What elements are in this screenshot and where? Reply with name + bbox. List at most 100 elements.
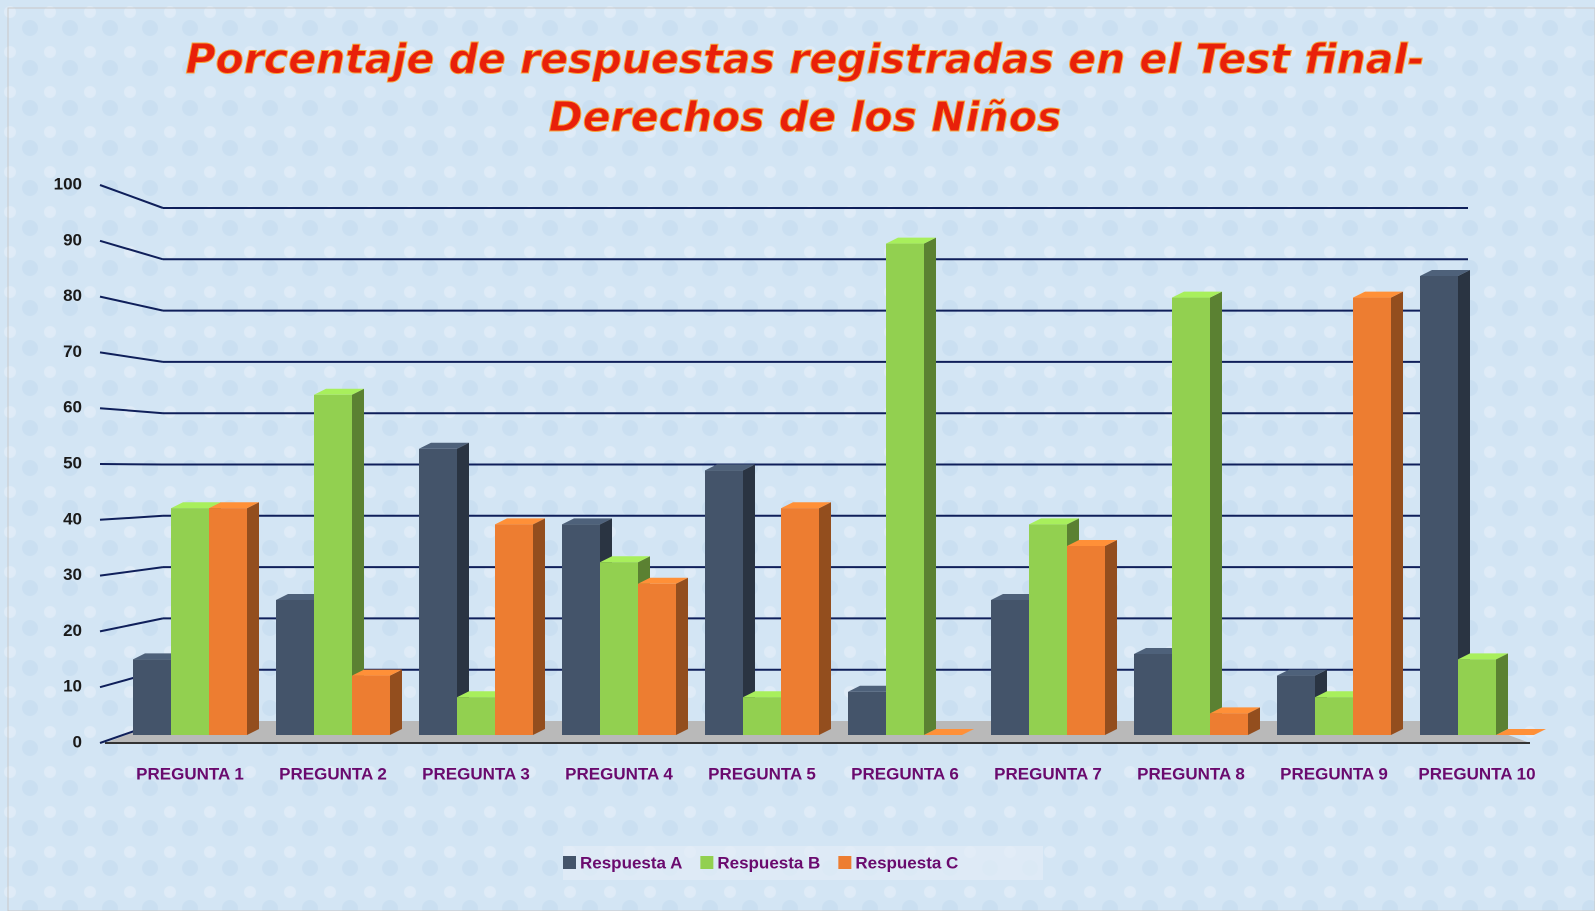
- bar-side: [533, 518, 545, 735]
- bar-top: [352, 669, 402, 676]
- bar-side: [743, 464, 755, 735]
- bar-top: [848, 685, 898, 692]
- bar-front: [1172, 297, 1210, 735]
- bar: [705, 464, 755, 735]
- bar-front: [1315, 697, 1353, 735]
- bar-side: [247, 502, 259, 735]
- bar-front: [781, 508, 819, 735]
- y-tick-label: 40: [63, 509, 82, 528]
- bar-top: [1067, 540, 1117, 546]
- bar: [638, 577, 688, 735]
- bar-top: [171, 502, 221, 509]
- bar-side: [676, 577, 688, 735]
- bar-top: [562, 518, 612, 525]
- y-tick-label: 20: [63, 621, 82, 640]
- y-tick-label: 50: [63, 453, 82, 472]
- x-tick-label: PREGUNTA 1: [136, 764, 244, 783]
- bar: [886, 237, 936, 735]
- bar-top: [1458, 653, 1508, 660]
- bar-front: [419, 448, 457, 735]
- legend-swatch: [838, 856, 852, 869]
- bar: [781, 502, 831, 735]
- x-tick-label: PREGUNTA 2: [279, 764, 387, 783]
- bar-front: [705, 470, 743, 735]
- bar-side: [924, 237, 936, 735]
- bar: [1353, 291, 1403, 735]
- bar-top: [457, 691, 507, 698]
- grid-line: [99, 184, 164, 209]
- bar-front: [886, 243, 924, 735]
- bar-side: [1458, 270, 1470, 735]
- bar: [1172, 291, 1222, 735]
- legend-box: [563, 846, 1043, 880]
- bar-side: [352, 388, 364, 735]
- bar: [419, 442, 469, 735]
- bar-top: [495, 518, 545, 525]
- y-tick-label: 0: [73, 732, 82, 751]
- grid-line: [99, 295, 164, 312]
- y-tick-label: 100: [54, 174, 82, 193]
- bar: [495, 518, 545, 735]
- chart-title: Porcentaje de respuestas registradas en …: [185, 35, 1424, 83]
- bar-top: [1277, 669, 1327, 676]
- bar-top: [133, 653, 183, 660]
- bar-top: [314, 388, 364, 395]
- bar: [1420, 270, 1470, 735]
- legend-label: Respuesta B: [717, 853, 820, 872]
- bar-front: [1458, 659, 1496, 735]
- x-tick-label: PREGUNTA 7: [994, 764, 1102, 783]
- grid-line: [99, 351, 164, 363]
- y-tick-label: 60: [63, 398, 82, 417]
- bar-front: [743, 697, 781, 735]
- bar-top: [1315, 691, 1365, 698]
- bar-side: [1105, 540, 1117, 735]
- bar-top: [600, 556, 650, 563]
- bar: [314, 388, 364, 735]
- bar-front: [638, 583, 676, 735]
- y-tick-label: 90: [63, 230, 82, 249]
- x-tick-label: PREGUNTA 10: [1418, 764, 1535, 783]
- bar-front: [848, 691, 886, 735]
- bar-top: [1353, 291, 1403, 298]
- grid-line: [99, 566, 164, 577]
- x-tick-label: PREGUNTA 9: [1280, 764, 1388, 783]
- bar-top: [705, 464, 755, 471]
- bar-top: [1210, 707, 1260, 714]
- bar-front: [1134, 654, 1172, 735]
- bar-top: [209, 502, 259, 509]
- bar-side: [1248, 707, 1260, 735]
- bar-front: [1067, 546, 1105, 735]
- bar-front: [171, 508, 209, 735]
- bar: [1277, 669, 1327, 735]
- bar-front: [209, 508, 247, 735]
- bar-front: [457, 697, 495, 735]
- bar: [209, 502, 259, 735]
- bar-front: [1210, 713, 1248, 735]
- bar-top: [1029, 518, 1079, 525]
- bar: [1458, 653, 1508, 735]
- x-tick-label: PREGUNTA 8: [1137, 764, 1245, 783]
- bar-top: [1172, 291, 1222, 298]
- x-tick-label: PREGUNTA 6: [851, 764, 959, 783]
- bar: [1210, 707, 1260, 735]
- y-tick-label: 30: [63, 565, 82, 584]
- bar-front: [276, 600, 314, 735]
- bar-top: [924, 729, 974, 735]
- bar: [352, 669, 402, 735]
- bar-top: [991, 594, 1041, 600]
- bar-top: [276, 594, 326, 600]
- x-tick-label: PREGUNTA 4: [565, 764, 673, 783]
- bar-front: [1277, 675, 1315, 735]
- bar-front: [495, 524, 533, 735]
- bar-front: [352, 675, 390, 735]
- grid-line: [99, 463, 164, 466]
- bar: [1496, 729, 1546, 735]
- bar-top: [1420, 270, 1470, 276]
- bar-front: [562, 524, 600, 735]
- bar-front: [133, 659, 171, 735]
- bar-top: [743, 691, 793, 698]
- legend-swatch: [563, 856, 576, 869]
- bar-side: [1496, 653, 1508, 735]
- bar-front: [1420, 276, 1458, 735]
